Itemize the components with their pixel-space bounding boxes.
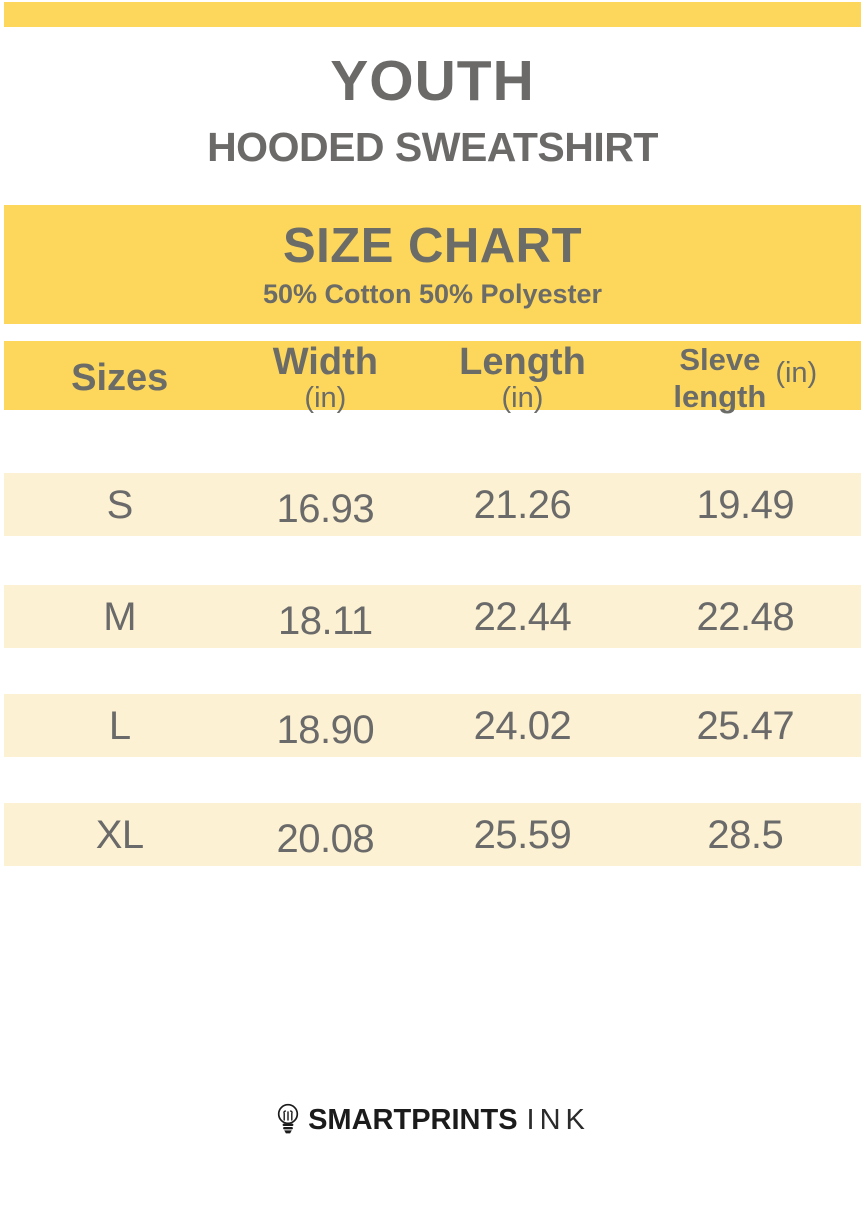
table-header-row: Sizes Width (in) Length (in) Sleve lengt… [4, 341, 861, 414]
length-label: Length [459, 341, 586, 384]
length-cell: 21.26 [473, 482, 572, 527]
width-label: Width [272, 341, 378, 384]
table-row: L 18.90 24.02 25.47 [4, 694, 861, 757]
top-accent-bar [4, 2, 861, 27]
sleeve-cell: 25.47 [696, 703, 795, 748]
sleeve-unit: (in) [775, 356, 818, 389]
width-cell: 18.90 [276, 708, 375, 752]
brand-name-light: INK [526, 1104, 590, 1136]
width-unit: (in) [304, 382, 347, 415]
length-cell: 22.44 [473, 594, 572, 639]
length-cell: 24.02 [473, 703, 572, 748]
size-cell: L [108, 703, 131, 748]
column-header-sizes: Sizes [71, 356, 169, 399]
column-header-length: Length (in) [415, 343, 629, 413]
size-cell: XL [95, 812, 144, 857]
width-cell: 16.93 [276, 487, 375, 531]
banner-title: SIZE CHART [283, 218, 582, 273]
table-row: XL 20.08 25.59 28.5 [4, 803, 861, 866]
sleeve-cell: 28.5 [707, 812, 784, 857]
size-cell: S [106, 482, 134, 527]
column-header-width: Width (in) [235, 343, 415, 413]
sleeve-cell: 22.48 [696, 594, 795, 639]
brand-footer: SMARTPRINTS INK [0, 1103, 865, 1138]
size-chart-banner: SIZE CHART 50% Cotton 50% Polyester [4, 205, 861, 324]
length-cell: 25.59 [473, 812, 572, 857]
table-row: M 18.11 22.44 22.48 [4, 585, 861, 648]
page-title: YOUTH [330, 49, 535, 113]
sleeve-cell: 19.49 [696, 482, 795, 527]
sleeve-label: Sleve length [673, 342, 767, 415]
length-unit: (in) [501, 382, 544, 415]
table-row: S 16.93 21.26 19.49 [4, 473, 861, 536]
banner-subtitle: 50% Cotton 50% Polyester [262, 278, 603, 309]
column-header-sleeve-length: Sleve length (in) [630, 341, 861, 415]
lightbulb-icon [277, 1103, 299, 1134]
width-cell: 20.08 [276, 817, 375, 861]
width-cell: 18.11 [278, 599, 373, 643]
page-subtitle: HOODED SWEATSHIRT [207, 124, 658, 170]
brand-name-bold: SMARTPRINTS [308, 1104, 518, 1136]
size-cell: M [103, 594, 137, 639]
